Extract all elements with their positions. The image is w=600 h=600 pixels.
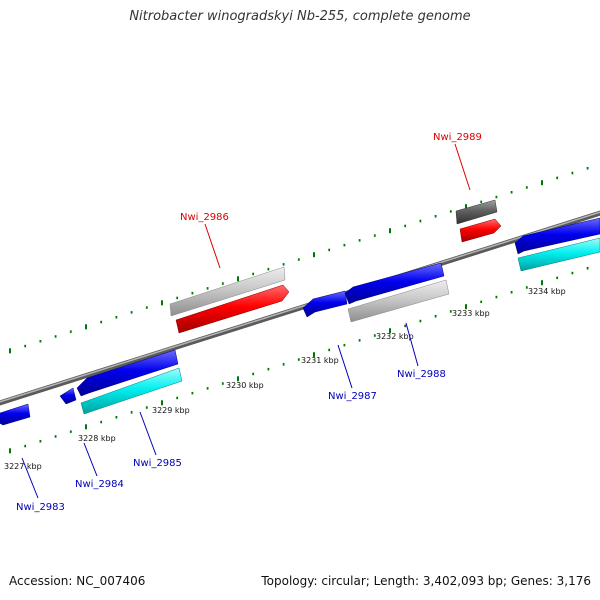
gene-nwi-2989[interactable] [459, 218, 502, 243]
tick-label-3229: 3229 kbp [152, 406, 190, 415]
reverse-strand-genes [0, 217, 600, 426]
gene-nwi-2988[interactable] [347, 279, 450, 323]
leader-nwi-2986 [204, 223, 221, 269]
tick-label-3234: 3234 kbp [528, 287, 566, 296]
gene-nwi-2984-small[interactable] [59, 387, 77, 405]
tick-label-3228: 3228 kbp [78, 434, 116, 443]
gene-nwi-2988-main[interactable] [344, 262, 445, 305]
tick-label-3227: 3227 kbp [4, 462, 42, 471]
gene-label-nwi-2986[interactable]: Nwi_2986 [180, 212, 229, 223]
leader-nwi-2987 [337, 344, 353, 389]
forward-strand-genes [169, 199, 502, 334]
gene-label-nwi-2989[interactable]: Nwi_2989 [433, 132, 482, 143]
leader-nwi-2985 [139, 411, 157, 456]
leader-nwi-2983 [21, 457, 39, 499]
tick-label-3231: 3231 kbp [301, 356, 339, 365]
gene-nwi-2989-pseudo[interactable] [455, 199, 498, 225]
forward-tick-track [9, 167, 589, 354]
gene-nwi-2987[interactable] [302, 290, 348, 318]
reverse-tick-track [9, 267, 589, 454]
gene-nwi-2984[interactable] [76, 349, 179, 397]
accession-label: Accession: NC_007406 [9, 574, 146, 588]
gene-label-nwi-2988[interactable]: Nwi_2988 [397, 369, 446, 380]
gene-3234-alt[interactable] [517, 237, 600, 272]
genome-backbone-highlight [0, 211, 600, 403]
tick-label-3230: 3230 kbp [226, 381, 264, 390]
gene-label-nwi-2987[interactable]: Nwi_2987 [328, 391, 377, 402]
genome-title: Nitrobacter winogradskyi Nb-255, complet… [129, 9, 471, 24]
gene-nwi-2983[interactable] [0, 403, 31, 426]
gene-nwi-2986[interactable] [175, 284, 290, 334]
gene-nwi-2986-pseudo[interactable] [169, 266, 286, 317]
tick-label-3232: 3232 kbp [376, 332, 414, 341]
leader-nwi-2989 [454, 143, 471, 191]
leader-nwi-2984 [83, 442, 98, 477]
gene-3234-reverse[interactable] [514, 217, 600, 255]
gene-label-nwi-2984[interactable]: Nwi_2984 [75, 479, 124, 490]
kbp-tick-labels: 3227 kbp 3228 kbp 3229 kbp 3230 kbp 3231… [4, 287, 566, 471]
genome-summary: Topology: circular; Length: 3,402,093 bp… [261, 574, 591, 588]
tick-label-3233: 3233 kbp [452, 309, 490, 318]
gene-label-leaders [21, 143, 471, 499]
gene-label-nwi-2983[interactable]: Nwi_2983 [16, 502, 65, 513]
leader-nwi-2988 [405, 322, 419, 367]
gene-labels: Nwi_2983 Nwi_2984 Nwi_2985 Nwi_2986 Nwi_… [16, 132, 482, 513]
genome-backbone [0, 210, 600, 406]
gene-label-nwi-2985[interactable]: Nwi_2985 [133, 458, 182, 469]
gene-nwi-2985[interactable] [80, 367, 183, 415]
